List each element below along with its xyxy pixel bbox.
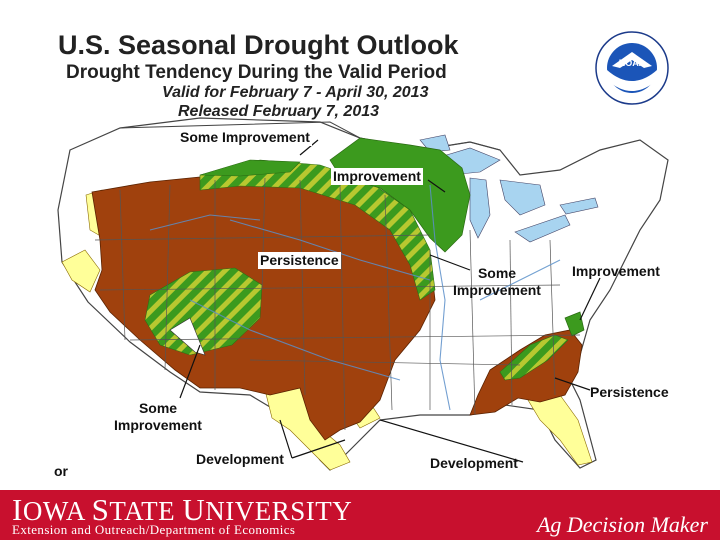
wordmark-i: I [12, 492, 23, 527]
some-improvement-southeast [499, 334, 569, 381]
map-title: U.S. Seasonal Drought Outlook [58, 30, 459, 60]
label-development-gulf: Development [430, 455, 518, 471]
rivers [149, 184, 561, 411]
leader-arrows [179, 139, 601, 463]
label-some-improvement-east-line2: Improvement [453, 282, 541, 298]
lake-ontario [559, 197, 599, 215]
wordmark-tate: TATE [109, 496, 183, 526]
no-drought-pocket [169, 317, 206, 356]
brand-text: Ag Decision Maker [536, 512, 708, 537]
university-wordmark: IOWA STATE UNIVERSITY [12, 492, 352, 528]
drought-outlook-map [57, 117, 669, 471]
footer-bar: IOWA STATE UNIVERSITY Extension and Outr… [0, 490, 720, 540]
department-text: Extension and Outreach/Department of Eco… [12, 522, 296, 537]
cut-off-text: or [54, 463, 68, 479]
improvement-upper-midwest [329, 137, 471, 253]
wordmark-u: U [182, 492, 206, 527]
label-some-improvement-north: Some Improvement [178, 129, 312, 146]
label-some-improvement-southwest: Some Improvement [110, 400, 206, 434]
wordmark-niversity: NIVERSITY [205, 496, 353, 526]
label-improvement-north: Improvement [331, 168, 423, 185]
development-california [61, 249, 101, 293]
label-persistence-southeast: Persistence [590, 384, 669, 400]
label-some-improvement-east: Some Improvement [449, 265, 545, 299]
wordmark-s: S [91, 492, 110, 527]
wordmark-owa: OWA [22, 496, 92, 526]
improvement-north-sliver [199, 159, 301, 177]
label-some-improvement-sw-line2: Improvement [114, 417, 202, 433]
label-persistence-central: Persistence [258, 252, 341, 269]
lake-erie [514, 214, 571, 243]
map-subtitle: Drought Tendency During the Valid Period [66, 62, 447, 83]
label-some-improvement-east-line1: Some [477, 265, 517, 281]
noaa-logo-icon: NOAA [595, 31, 669, 105]
valid-period: Valid for February 7 - April 30, 2013 [162, 84, 429, 101]
lake-huron [499, 179, 546, 216]
state-lines [94, 177, 581, 431]
label-some-improvement-sw-line1: Some [138, 400, 178, 416]
improvement-east-coast [564, 311, 585, 337]
release-date: Released February 7, 2013 [178, 103, 380, 120]
label-improvement-east: Improvement [572, 263, 660, 279]
development-florida [524, 394, 593, 466]
noaa-logo-text: NOAA [619, 58, 646, 68]
lake-michigan [469, 177, 491, 239]
label-development-texas: Development [196, 451, 284, 467]
